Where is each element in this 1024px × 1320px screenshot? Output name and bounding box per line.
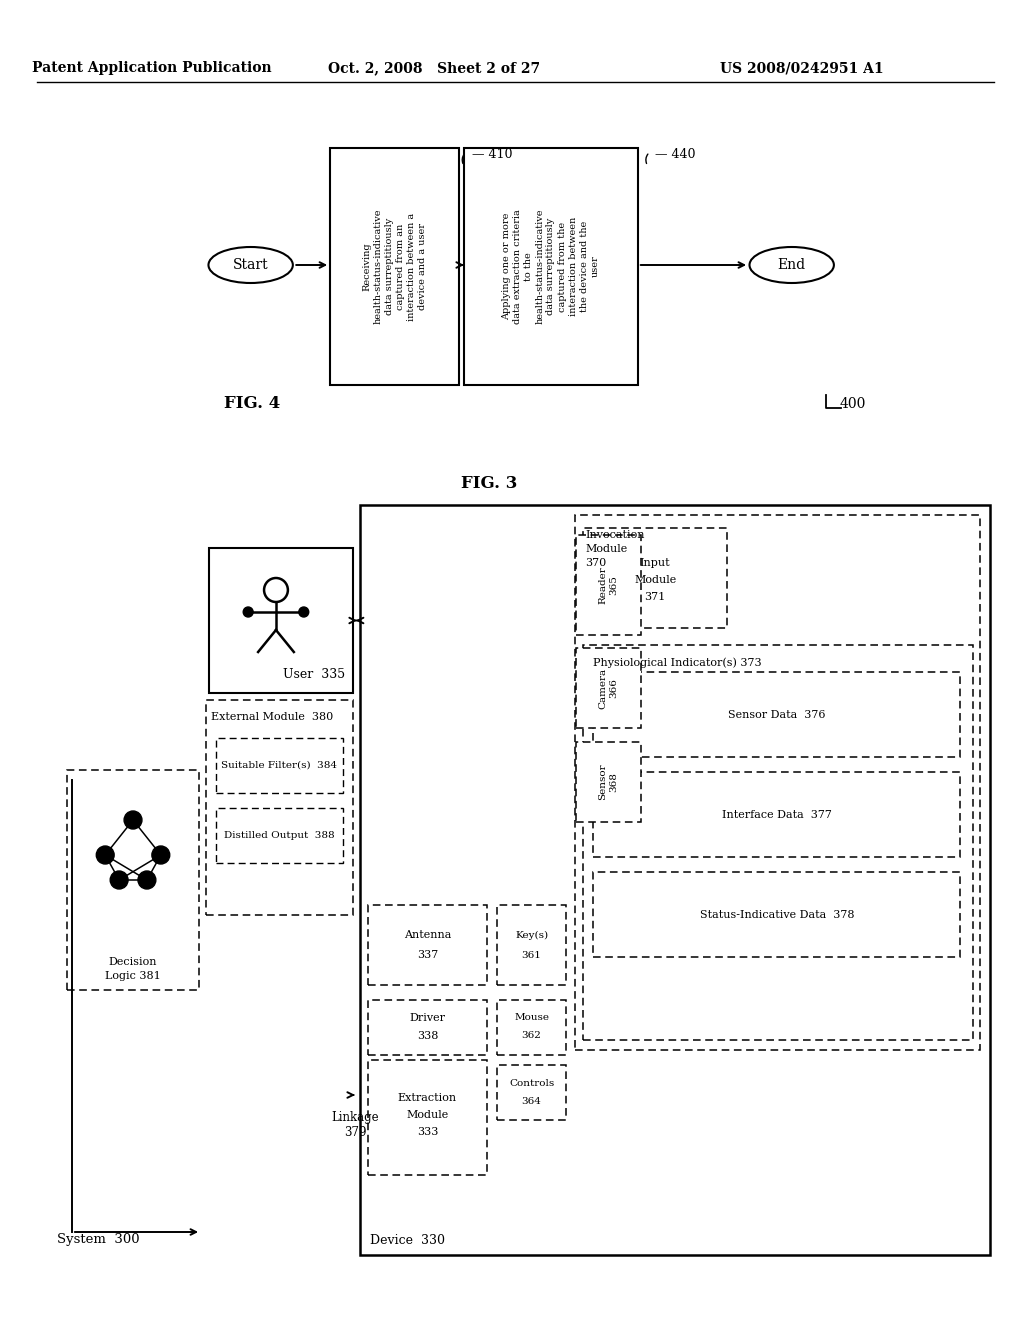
Text: Receiving
health-status-indicative
data surreptitiously
captured from an
interac: Receiving health-status-indicative data … [362, 209, 427, 325]
Text: — 410: — 410 [472, 149, 513, 161]
Text: Driver: Driver [410, 1012, 445, 1023]
Bar [206, 700, 353, 915]
Bar [497, 1001, 566, 1055]
Bar [368, 1060, 487, 1175]
Text: FIG. 3: FIG. 3 [461, 474, 517, 491]
Text: 337: 337 [417, 950, 438, 960]
Text: 333: 333 [417, 1127, 438, 1137]
Bar [464, 148, 638, 385]
Text: Interface Data  377: Interface Data 377 [722, 809, 831, 820]
Text: 400: 400 [840, 397, 865, 411]
Circle shape [111, 871, 128, 888]
Bar [577, 742, 641, 822]
Text: Invocation: Invocation [585, 531, 645, 540]
Text: FIG. 4: FIG. 4 [224, 395, 281, 412]
Bar [593, 672, 961, 756]
Bar [330, 148, 459, 385]
Text: US 2008/0242951 A1: US 2008/0242951 A1 [720, 61, 884, 75]
Text: Module: Module [407, 1110, 449, 1119]
Text: Applying one or more
data extraction criteria
to the
health-status-indicative
da: Applying one or more data extraction cri… [502, 209, 600, 325]
Circle shape [244, 607, 253, 616]
Bar [497, 1065, 566, 1119]
Text: Sensor
368: Sensor 368 [598, 764, 618, 800]
Bar [575, 515, 980, 1049]
Bar [368, 1001, 487, 1055]
Text: Extraction: Extraction [397, 1093, 457, 1104]
Text: 362: 362 [521, 1031, 542, 1040]
Bar [577, 535, 641, 635]
Text: Start: Start [232, 257, 268, 272]
Text: Oct. 2, 2008   Sheet 2 of 27: Oct. 2, 2008 Sheet 2 of 27 [329, 61, 541, 75]
Text: 379: 379 [344, 1126, 367, 1138]
Text: Key(s): Key(s) [515, 931, 548, 940]
Circle shape [138, 871, 156, 888]
Ellipse shape [750, 247, 834, 282]
Bar [368, 906, 487, 985]
Ellipse shape [209, 247, 293, 282]
Text: End: End [777, 257, 806, 272]
Text: Device  330: Device 330 [370, 1233, 444, 1246]
Text: 371: 371 [644, 591, 666, 602]
Text: Logic 381: Logic 381 [105, 972, 161, 981]
Text: Suitable Filter(s)  384: Suitable Filter(s) 384 [221, 762, 338, 770]
Text: 338: 338 [417, 1031, 438, 1041]
Text: Controls: Controls [509, 1078, 554, 1088]
Text: Sensor Data  376: Sensor Data 376 [728, 710, 825, 719]
Bar [216, 808, 343, 863]
Text: Distilled Output  388: Distilled Output 388 [224, 832, 335, 840]
Bar [497, 906, 566, 985]
Text: External Module  380: External Module 380 [211, 711, 333, 722]
Bar [216, 738, 343, 793]
Text: Decision: Decision [109, 957, 158, 968]
Text: 361: 361 [521, 950, 542, 960]
Text: 364: 364 [521, 1097, 542, 1106]
Text: Reader
365: Reader 365 [598, 566, 618, 603]
Bar [584, 645, 974, 1040]
Text: — 440: — 440 [654, 149, 695, 161]
Bar [67, 770, 199, 990]
Text: Linkage: Linkage [332, 1110, 379, 1123]
Circle shape [299, 607, 308, 616]
Text: Status-Indicative Data  378: Status-Indicative Data 378 [699, 909, 854, 920]
Text: Module: Module [585, 544, 628, 554]
Text: User  335: User 335 [283, 668, 345, 681]
Text: Mouse: Mouse [514, 1014, 549, 1023]
Bar [584, 528, 727, 628]
Circle shape [152, 846, 170, 865]
Text: Patent Application Publication: Patent Application Publication [32, 61, 271, 75]
Circle shape [124, 810, 142, 829]
Bar [577, 648, 641, 729]
Text: Antenna: Antenna [403, 931, 451, 940]
Text: Module: Module [634, 576, 676, 585]
Text: Camera
366: Camera 366 [598, 668, 618, 709]
Circle shape [96, 846, 114, 865]
Text: Physiological Indicator(s) 373: Physiological Indicator(s) 373 [593, 657, 762, 668]
Bar [209, 548, 353, 693]
Bar [593, 772, 961, 857]
Text: Input: Input [640, 558, 671, 568]
Text: System  300: System 300 [57, 1233, 139, 1246]
Text: 370: 370 [585, 558, 606, 568]
Bar [359, 506, 990, 1255]
Bar [593, 873, 961, 957]
